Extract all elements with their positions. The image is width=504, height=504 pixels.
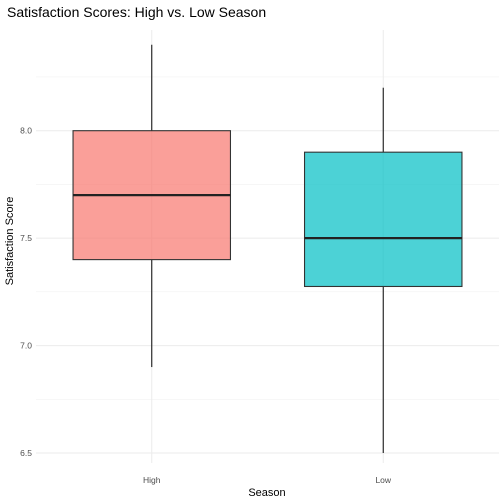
x-tick-labels: High Low: [143, 475, 392, 485]
y-tick-label: 7.0: [20, 341, 32, 351]
y-tick-label: 7.5: [20, 233, 32, 243]
y-tick-label: 6.5: [20, 448, 32, 458]
y-tick-label: 8.0: [20, 126, 32, 136]
x-tick-label: Low: [375, 475, 391, 485]
x-tick-label: High: [143, 475, 161, 485]
boxes: [72, 44, 463, 453]
box-high: [72, 44, 232, 368]
box-low: [303, 87, 463, 453]
chart-title: Satisfaction Scores: High vs. Low Season: [7, 4, 266, 20]
y-axis-title: Satisfaction Score: [4, 197, 16, 286]
y-tick-labels: 6.5 7.0 7.5 8.0: [20, 126, 32, 458]
x-axis-title: Season: [248, 487, 285, 499]
iqr-box: [303, 151, 463, 288]
